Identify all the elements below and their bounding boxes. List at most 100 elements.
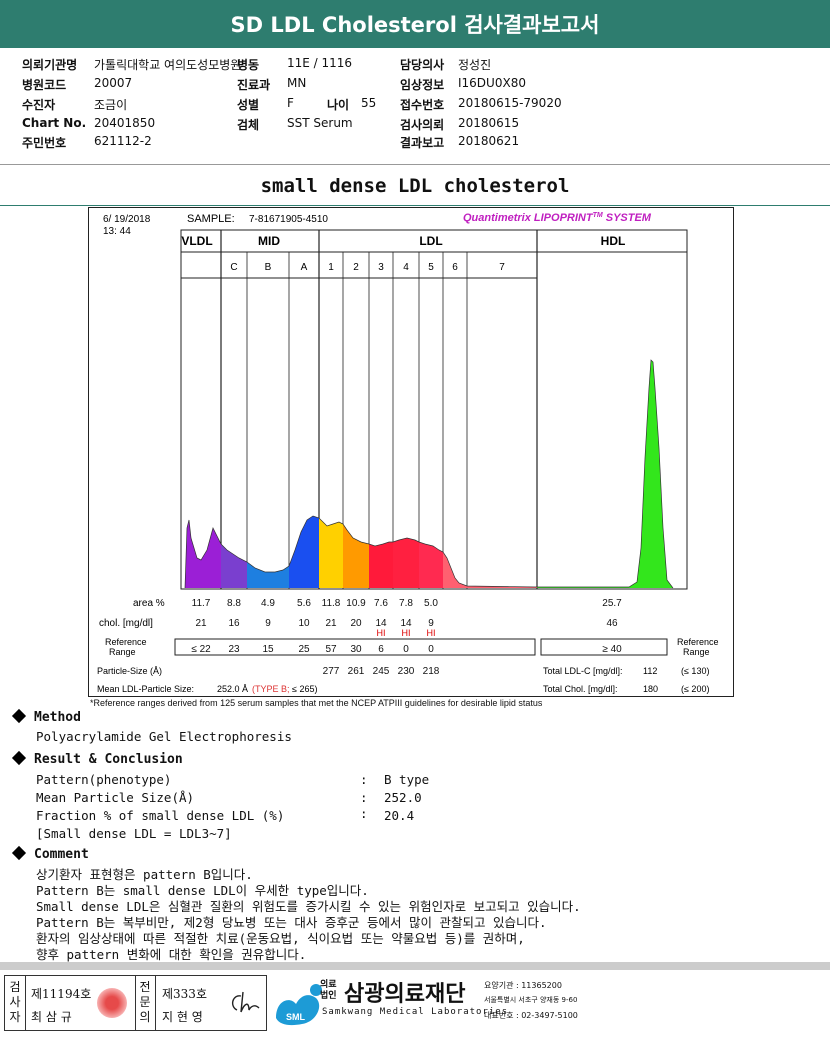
chol-value: 10 (298, 618, 310, 629)
ref-value: 0 (403, 644, 409, 655)
ref-value: 15 (262, 644, 274, 655)
band-label: 5 (428, 262, 434, 273)
curve-segment (327, 524, 333, 588)
comment-line: Pattern B는 small dense LDL이 우세한 type입니다. (36, 883, 369, 898)
curve-segment (653, 362, 655, 588)
svg-text:SML: SML (286, 1012, 306, 1022)
curve-segment (194, 548, 197, 588)
org-name: 삼광의료재단 (344, 982, 466, 1007)
total-ldl-label: Total LDL-C [mg/dl]: (543, 666, 623, 676)
comment-line: 환자의 임상상태에 따른 적절한 치료(운동요법, 식이요법 또는 약물요법 등… (36, 931, 525, 946)
method-text: Polyacrylamide Gel Electrophoresis (36, 729, 292, 744)
sig-divider (155, 976, 156, 1030)
curve-segment (399, 538, 407, 588)
curve-segment (201, 550, 207, 588)
band-label: 1 (328, 262, 334, 273)
curve-segment (275, 570, 283, 588)
curve-segment (283, 566, 289, 588)
ref-value: ≤ 22 (191, 644, 211, 655)
particle-size-value: 230 (398, 666, 415, 677)
info-department: 진료과 MN (237, 76, 307, 92)
ref-label-2: Range (109, 647, 136, 657)
area-label: area % (133, 598, 165, 609)
ref-box-ldl (174, 638, 536, 656)
hi-flag: HI (427, 628, 436, 638)
chart-footnote: *Reference ranges derived from 125 serum… (90, 698, 543, 708)
examiner-label: 검사자 (9, 980, 21, 1024)
info-specimen: 검체 SST Serum (237, 116, 353, 132)
info-request-date: 검사의뢰 20180615 (400, 116, 520, 132)
diamond-icon (11, 708, 27, 724)
curve-segment (191, 538, 194, 588)
total-ldl-value: 112 (643, 666, 657, 676)
group-hdl: HDL (601, 234, 626, 248)
result-heading: Result & Conclusion (11, 750, 183, 767)
curve-segment (649, 360, 651, 588)
result-row-pattern: Pattern(phenotype) (36, 772, 172, 787)
curve-segment (369, 544, 375, 588)
divider (0, 164, 830, 165)
curve-segment (187, 520, 189, 588)
curve-segment (307, 516, 313, 588)
curve-segment (339, 522, 343, 588)
curve-segment (247, 562, 255, 588)
curve-segment (419, 542, 425, 588)
band-label: C (230, 262, 237, 273)
curve-segment (197, 558, 201, 588)
curve-outline (184, 359, 674, 589)
area-value: 8.8 (227, 598, 241, 609)
comment-line: Small dense LDL은 심혈관 질환의 위험도를 증가시킬 수 있는 … (36, 899, 581, 914)
chol-value: 9 (428, 618, 434, 629)
specialist-no: 제333호 (162, 987, 207, 1001)
specialist-label: 전문의 (139, 980, 151, 1024)
result-row-fraction: Fraction % of small dense LDL (%) (36, 808, 285, 823)
band-label: 2 (353, 262, 359, 273)
curve-segment (659, 448, 663, 588)
area-value: 11.8 (322, 598, 341, 609)
result-value-size: 252.0 (384, 790, 422, 805)
curve-segment (343, 524, 347, 588)
result-row-size: Mean Particle Size(Å) (36, 790, 195, 805)
info-patient: 수진자 조금이 (22, 98, 128, 112)
curve-segment (227, 550, 233, 588)
hi-flag: HI (402, 628, 411, 638)
area-value: 5.6 (297, 598, 311, 609)
curve-segment (289, 550, 295, 588)
info-report-date: 결과보고 20180621 (400, 134, 520, 150)
sample-label: SAMPLE: (187, 213, 235, 225)
chart-time: 13: 44 (103, 226, 131, 237)
ref-value: 0 (428, 644, 434, 655)
ref-value: 57 (325, 644, 337, 655)
ref-value: 23 (228, 644, 240, 655)
info-age: 나이 55 (327, 96, 377, 112)
curve-segment (323, 522, 327, 588)
curve-segment (301, 520, 307, 588)
examiner-name: 최 삼 규 (31, 1010, 72, 1024)
hi-flag: HI (377, 628, 386, 638)
report-title: SD LDL Cholesterol 검사결과보고서 (0, 0, 830, 48)
diamond-icon (11, 750, 27, 766)
ref-value: 25 (298, 644, 310, 655)
curve-segment (389, 542, 393, 588)
curve-segment (353, 538, 361, 588)
info-chart-no: Chart No. 20401850 (22, 116, 156, 130)
particle-size-value: 261 (348, 666, 365, 677)
info-resident-no: 주민번호 621112-2 (22, 134, 152, 150)
chol-value: 14 (400, 618, 412, 629)
info-clinical: 임상정보 I16DU0X80 (400, 76, 526, 92)
method-heading: Method (11, 708, 81, 725)
result-value-fraction: 20.4 (384, 808, 415, 823)
chol-label: chol. [mg/dl] (99, 618, 153, 629)
curve-segment (641, 458, 645, 588)
chol-value: 21 (195, 618, 207, 629)
curve-segment (455, 578, 459, 588)
curve-segment (651, 360, 653, 588)
total-chol-value: 180 (643, 684, 658, 694)
plot-box (180, 229, 688, 590)
section-title: small dense LDL cholesterol (0, 167, 830, 206)
curve-segment (333, 522, 339, 588)
curve-segment (233, 554, 239, 588)
signature-box: 검사자 제11194호 최 삼 규 전문의 제333호 지 현 영 (4, 975, 267, 1031)
brand-text: Quantimetrix LIPOPRINTTM SYSTEM (463, 212, 652, 224)
area-value: 25.7 (602, 598, 622, 609)
